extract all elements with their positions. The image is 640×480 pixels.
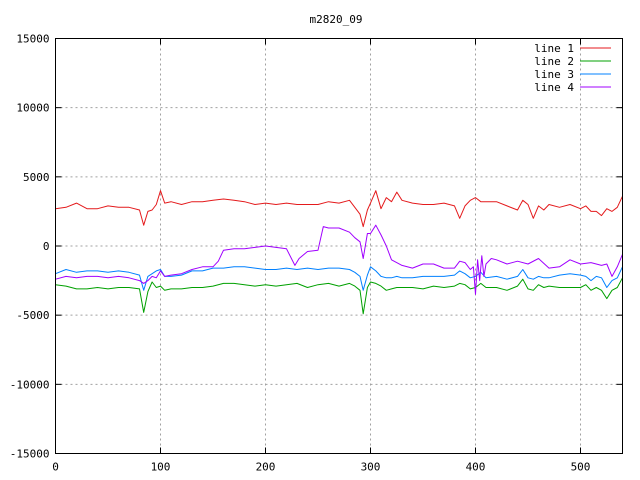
series-line-1	[55, 190, 623, 228]
series-line-4	[55, 224, 623, 295]
series-line-2	[55, 277, 623, 315]
y-tick-label: 5000	[23, 171, 50, 184]
y-axis: -15000 -10000 -5000 0 5000 10000 15000	[10, 33, 623, 461]
legend-label-3: line 3	[534, 68, 574, 81]
series-group	[55, 190, 623, 315]
x-tick-label: 100	[151, 461, 171, 474]
y-tick-label: -15000	[10, 448, 50, 461]
grid	[55, 38, 623, 454]
y-tick-label: 15000	[16, 33, 49, 46]
chart-title: m2820_09	[310, 13, 363, 26]
y-tick-label: -10000	[10, 378, 50, 391]
x-axis: 0 100 200 300 400 500	[52, 38, 591, 474]
legend-label-2: line 2	[534, 55, 574, 68]
legend-label-4: line 4	[534, 81, 574, 94]
y-tick-label: -5000	[16, 309, 49, 322]
y-tick-label: 0	[43, 240, 50, 253]
x-tick-label: 300	[361, 461, 381, 474]
legend-label-1: line 1	[534, 42, 574, 55]
y-tick-label: 10000	[16, 102, 49, 115]
x-tick-label: 0	[52, 461, 59, 474]
x-tick-label: 200	[256, 461, 276, 474]
x-tick-label: 400	[466, 461, 486, 474]
series-line-3	[55, 266, 623, 291]
x-tick-label: 500	[571, 461, 591, 474]
